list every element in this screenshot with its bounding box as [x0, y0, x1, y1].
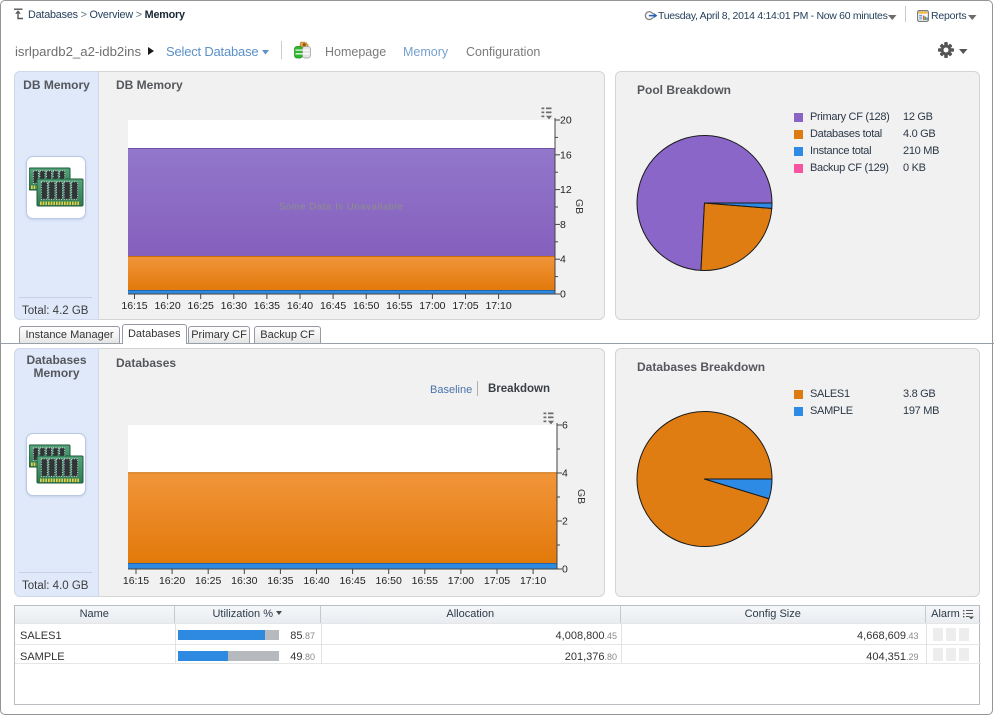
svg-text:GB: GB — [575, 489, 587, 504]
svg-text:16:50: 16:50 — [353, 300, 379, 312]
svg-text:16:45: 16:45 — [339, 575, 365, 587]
svg-text:17:10: 17:10 — [520, 575, 546, 587]
svg-text:16:25: 16:25 — [195, 575, 221, 587]
svg-text:20: 20 — [560, 115, 572, 127]
svg-text:GB: GB — [573, 199, 585, 214]
svg-text:16:45: 16:45 — [320, 300, 346, 312]
svg-text:8: 8 — [560, 219, 566, 231]
svg-text:16:35: 16:35 — [254, 300, 280, 312]
svg-text:16:55: 16:55 — [412, 575, 438, 587]
svg-text:16:35: 16:35 — [267, 575, 293, 587]
svg-text:16:15: 16:15 — [123, 575, 149, 587]
svg-text:17:00: 17:00 — [448, 575, 474, 587]
svg-text:16:50: 16:50 — [376, 575, 402, 587]
svg-text:16: 16 — [560, 149, 572, 161]
svg-text:16:40: 16:40 — [303, 575, 329, 587]
svg-text:16:20: 16:20 — [154, 300, 180, 312]
svg-text:17:10: 17:10 — [485, 300, 511, 312]
svg-text:12: 12 — [560, 184, 572, 196]
svg-text:16:20: 16:20 — [159, 575, 185, 587]
svg-text:16:15: 16:15 — [121, 300, 147, 312]
svg-text:6: 6 — [562, 420, 568, 432]
svg-text:4: 4 — [560, 254, 566, 266]
svg-text:17:00: 17:00 — [419, 300, 445, 312]
svg-text:17:05: 17:05 — [452, 300, 478, 312]
svg-text:16:25: 16:25 — [188, 300, 214, 312]
svg-text:2: 2 — [562, 516, 568, 528]
svg-text:17:05: 17:05 — [484, 575, 510, 587]
svg-text:Some Data Is Unavailable: Some Data Is Unavailable — [279, 202, 403, 213]
svg-text:0: 0 — [560, 289, 566, 301]
svg-text:16:55: 16:55 — [386, 300, 412, 312]
svg-text:16:40: 16:40 — [287, 300, 313, 312]
svg-text:0: 0 — [562, 564, 568, 576]
svg-text:4: 4 — [562, 468, 568, 480]
svg-text:16:30: 16:30 — [231, 575, 257, 587]
svg-text:16:30: 16:30 — [221, 300, 247, 312]
